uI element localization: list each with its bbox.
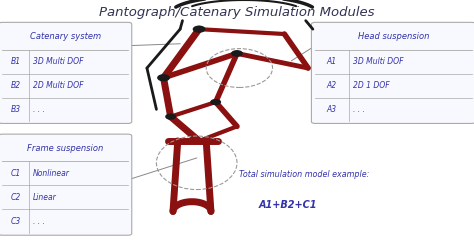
Circle shape <box>232 51 242 56</box>
Text: 3D Multi DOF: 3D Multi DOF <box>33 57 84 66</box>
Circle shape <box>193 26 205 32</box>
Text: 2D 1 DOF: 2D 1 DOF <box>353 81 389 90</box>
Text: C2: C2 <box>11 193 21 202</box>
Circle shape <box>166 114 175 119</box>
Text: A1+B2+C1: A1+B2+C1 <box>258 200 317 210</box>
Text: 2D Multi DOF: 2D Multi DOF <box>33 81 84 90</box>
Text: A2: A2 <box>327 81 337 90</box>
Text: C1: C1 <box>11 169 21 178</box>
Text: A3: A3 <box>327 105 337 114</box>
Text: . . .: . . . <box>353 105 365 114</box>
Circle shape <box>158 75 169 81</box>
Text: A1: A1 <box>327 57 337 66</box>
Text: . . .: . . . <box>33 105 45 114</box>
FancyBboxPatch shape <box>311 22 474 123</box>
Text: B2: B2 <box>11 81 21 90</box>
Text: B3: B3 <box>11 105 21 114</box>
Circle shape <box>211 100 220 104</box>
Text: B1: B1 <box>11 57 21 66</box>
Text: Head suspension: Head suspension <box>358 32 429 42</box>
Text: Frame suspension: Frame suspension <box>27 144 103 153</box>
FancyBboxPatch shape <box>0 22 132 123</box>
Text: Linear: Linear <box>33 193 57 202</box>
Text: C3: C3 <box>11 217 21 226</box>
Text: Pantograph/Catenary Simulation Modules: Pantograph/Catenary Simulation Modules <box>99 6 375 19</box>
FancyBboxPatch shape <box>0 134 132 235</box>
Text: . . .: . . . <box>33 217 45 226</box>
Text: Total simulation model example:: Total simulation model example: <box>239 170 370 180</box>
Text: 3D Multi DOF: 3D Multi DOF <box>353 57 403 66</box>
Text: Catenary system: Catenary system <box>29 32 101 42</box>
Text: Nonlinear: Nonlinear <box>33 169 70 178</box>
